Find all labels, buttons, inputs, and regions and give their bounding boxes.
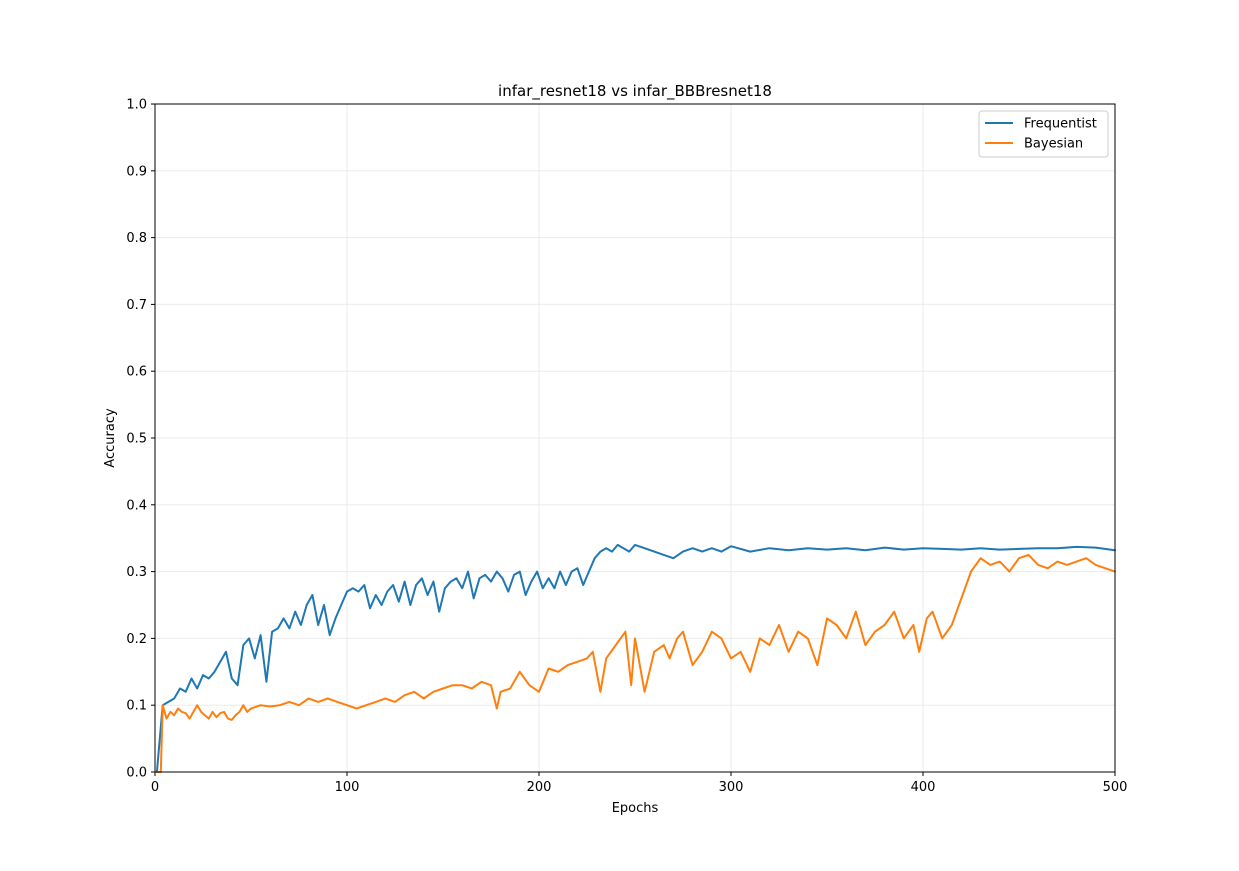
y-axis-label: Accuracy [103,408,118,468]
legend-label-frequentist: Frequentist [1024,117,1097,132]
series-layer [155,543,1116,773]
x-tick-label: 400 [911,780,936,795]
y-tick-label: 0.0 [126,766,147,781]
y-tick-label: 1.0 [126,98,147,113]
series-line-frequentist [155,543,1116,773]
x-tick-label: 0 [151,780,159,795]
y-tick-label: 0.3 [126,565,147,580]
legend-label-bayesian: Bayesian [1024,137,1083,152]
y-tick-label: 0.1 [126,699,147,714]
y-tick-label: 0.8 [126,231,147,246]
x-tick-label: 300 [719,780,744,795]
x-axis-label: Epochs [612,801,659,816]
chart-title: infar_resnet18 vs infar_BBBresnet18 [498,82,772,101]
y-tick-label: 0.6 [126,365,147,380]
series-line-bayesian [155,553,1116,773]
grid-layer [154,103,1116,773]
y-tick-label: 0.9 [126,164,147,179]
legend: Frequentist Bayesian [978,110,1109,158]
y-tick-label: 0.7 [126,298,147,313]
y-tick-label: 0.2 [126,632,147,647]
x-tick-label: 200 [527,780,552,795]
tick-layer: 0 100 200 300 400 500 0.0 0.1 0.2 0.3 0.4 0.5 0.6 0.7… [126,98,1127,796]
x-tick-label: 500 [1103,780,1128,795]
y-tick-label: 0.5 [126,432,147,447]
y-tick-label: 0.4 [126,498,147,513]
x-tick-label: 100 [335,780,360,795]
